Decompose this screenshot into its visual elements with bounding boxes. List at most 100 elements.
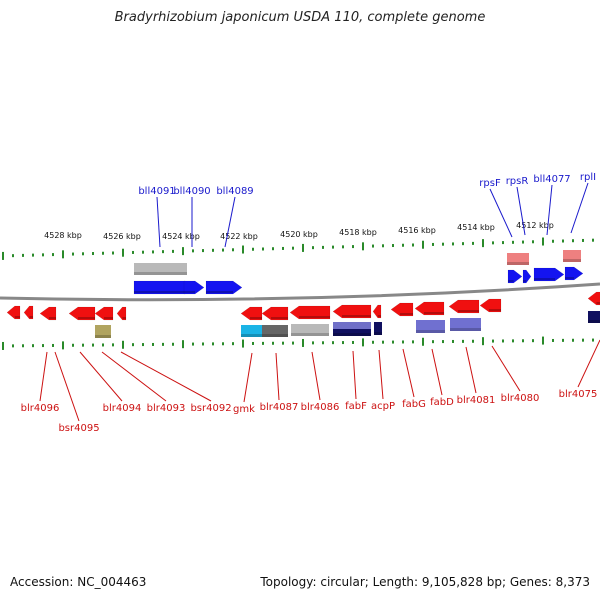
feature-box-darkgray [262,325,288,337]
feature-box-navy-shade [333,333,371,336]
gene-arrow-blue [507,269,523,284]
gene-arrow-red [448,299,480,314]
accession-text: Accession: NC_004463 [10,575,147,589]
leader-blr4094 [79,351,123,402]
leader-blr4080 [491,345,521,392]
leader-bll4077 [546,184,553,236]
gene-arrow-red [68,306,96,321]
gene-label-blr4081: blr4081 [457,395,496,406]
gene-arrow-red [39,306,57,321]
feature-box-gray-shade [291,333,329,336]
scale-label: 4514 kbp [457,223,495,232]
gene-label-bsr4095: bsr4095 [58,423,99,434]
gene-arrow-blue [183,280,205,295]
gene-label-blr4086: blr4086 [301,402,340,413]
gene-label-blr4093: blr4093 [147,403,186,414]
scale-label: 4528 kbp [44,231,82,240]
topology-text: Topology: circular; Length: 9,105,828 bp… [260,575,590,589]
leader-bll4089 [224,196,236,248]
gene-label-fabD: fabD [430,397,454,408]
gene-arrow-red [116,306,127,321]
scale-label: 4520 kbp [280,230,318,239]
feature-box-darkgray-shade [262,334,288,337]
gene-arrow-red [6,305,21,320]
gene-label-blr4096: blr4096 [21,403,60,414]
feature-box-gray-shade [134,272,187,275]
feature-box-gray [134,263,187,275]
feature-box-purple [450,318,481,331]
map-title: Bradyrhizobium japonicum USDA 110, compl… [114,10,486,25]
leader-bll4091 [156,196,161,248]
feature-box-navy-shade [588,320,600,323]
gene-arrow-red [289,305,331,320]
feature-box-pink-shade [563,259,581,262]
feature-box-purple [416,320,445,333]
leader-fabG [402,348,415,398]
feature-box-navy-shade [374,332,382,335]
scale-labels: 4528 kbp 4526 kbp 4524 kbp 4522 kbp 4520 kbp… [44,221,554,241]
feature-box-gray [291,324,329,336]
gene-arrow-red [479,298,502,313]
gene-arrow-red [23,305,34,320]
feature-box-purple-shade [416,330,445,333]
leader-blr4086 [311,351,321,401]
leader-rplI [570,182,589,234]
feature-box-navy [588,311,600,323]
feature-box-purple-shade [450,328,481,331]
leader-gmk [243,352,253,403]
scale-label: 4524 kbp [162,232,200,241]
leader-rpsF [489,188,513,238]
feature-box-cyan-shade [241,334,262,337]
gene-arrow-red [94,306,114,321]
scale-label: 4526 kbp [103,232,141,241]
leader-rpsR [516,186,526,236]
feature-box-navy [333,329,371,336]
gene-label-bll4089: bll4089 [216,186,253,197]
genome-backbone [0,282,600,302]
leader-blr4081 [465,346,477,394]
feature-box-navy [374,322,382,335]
leader-blr4075 [577,339,600,388]
gene-label-blr4094: blr4094 [103,403,142,414]
leader-blr4096 [39,351,48,402]
gene-label-bll4091: bll4091 [138,186,175,197]
gene-arrow-red [587,291,600,306]
gene-label-gmk: gmk [233,404,255,415]
gene-label-bll4090: bll4090 [173,186,210,197]
gene-label-blr4075: blr4075 [559,389,598,400]
gene-shapes [0,250,600,338]
feature-box-cyan [241,325,262,337]
gene-label-acpP: acpP [371,401,395,412]
gene-label-blr4080: blr4080 [501,393,540,404]
leader-acpP [378,349,384,400]
gene-arrow-red [332,304,372,319]
leader-blr4087 [275,352,280,401]
gene-label-fabG: fabG [402,399,426,410]
gene-label-bsr4092: bsr4092 [190,403,231,414]
leader-bsr4095 [54,351,80,422]
scale-label: 4516 kbp [398,226,436,235]
gene-arrow-blue [564,266,584,281]
gene-label-fabF: fabF [345,401,367,412]
scale-label: 4518 kbp [339,228,377,237]
leader-bsr4092 [120,351,212,402]
gene-arrow-red [414,301,445,316]
gene-arrow-red [372,304,382,319]
gene-label-rpsF: rpsF [479,178,501,189]
gene-label-rplI: rplI [580,172,596,183]
gene-label-rpsR: rpsR [506,176,529,187]
scale-ticks [2,237,594,350]
leader-fabD [431,348,443,396]
leader-fabF [352,350,357,400]
gene-arrow-blue [522,269,532,284]
scale-label: 4522 kbp [220,232,258,241]
gene-arrow-red [390,302,414,317]
scale-label: 4512 kbp [516,221,554,230]
gene-label-bll4077: bll4077 [533,174,570,185]
gene-label-blr4087: blr4087 [260,402,299,413]
gene-arrow-blue [533,267,565,282]
leader-blr4093 [101,351,167,402]
gene-arrow-red [240,306,263,321]
